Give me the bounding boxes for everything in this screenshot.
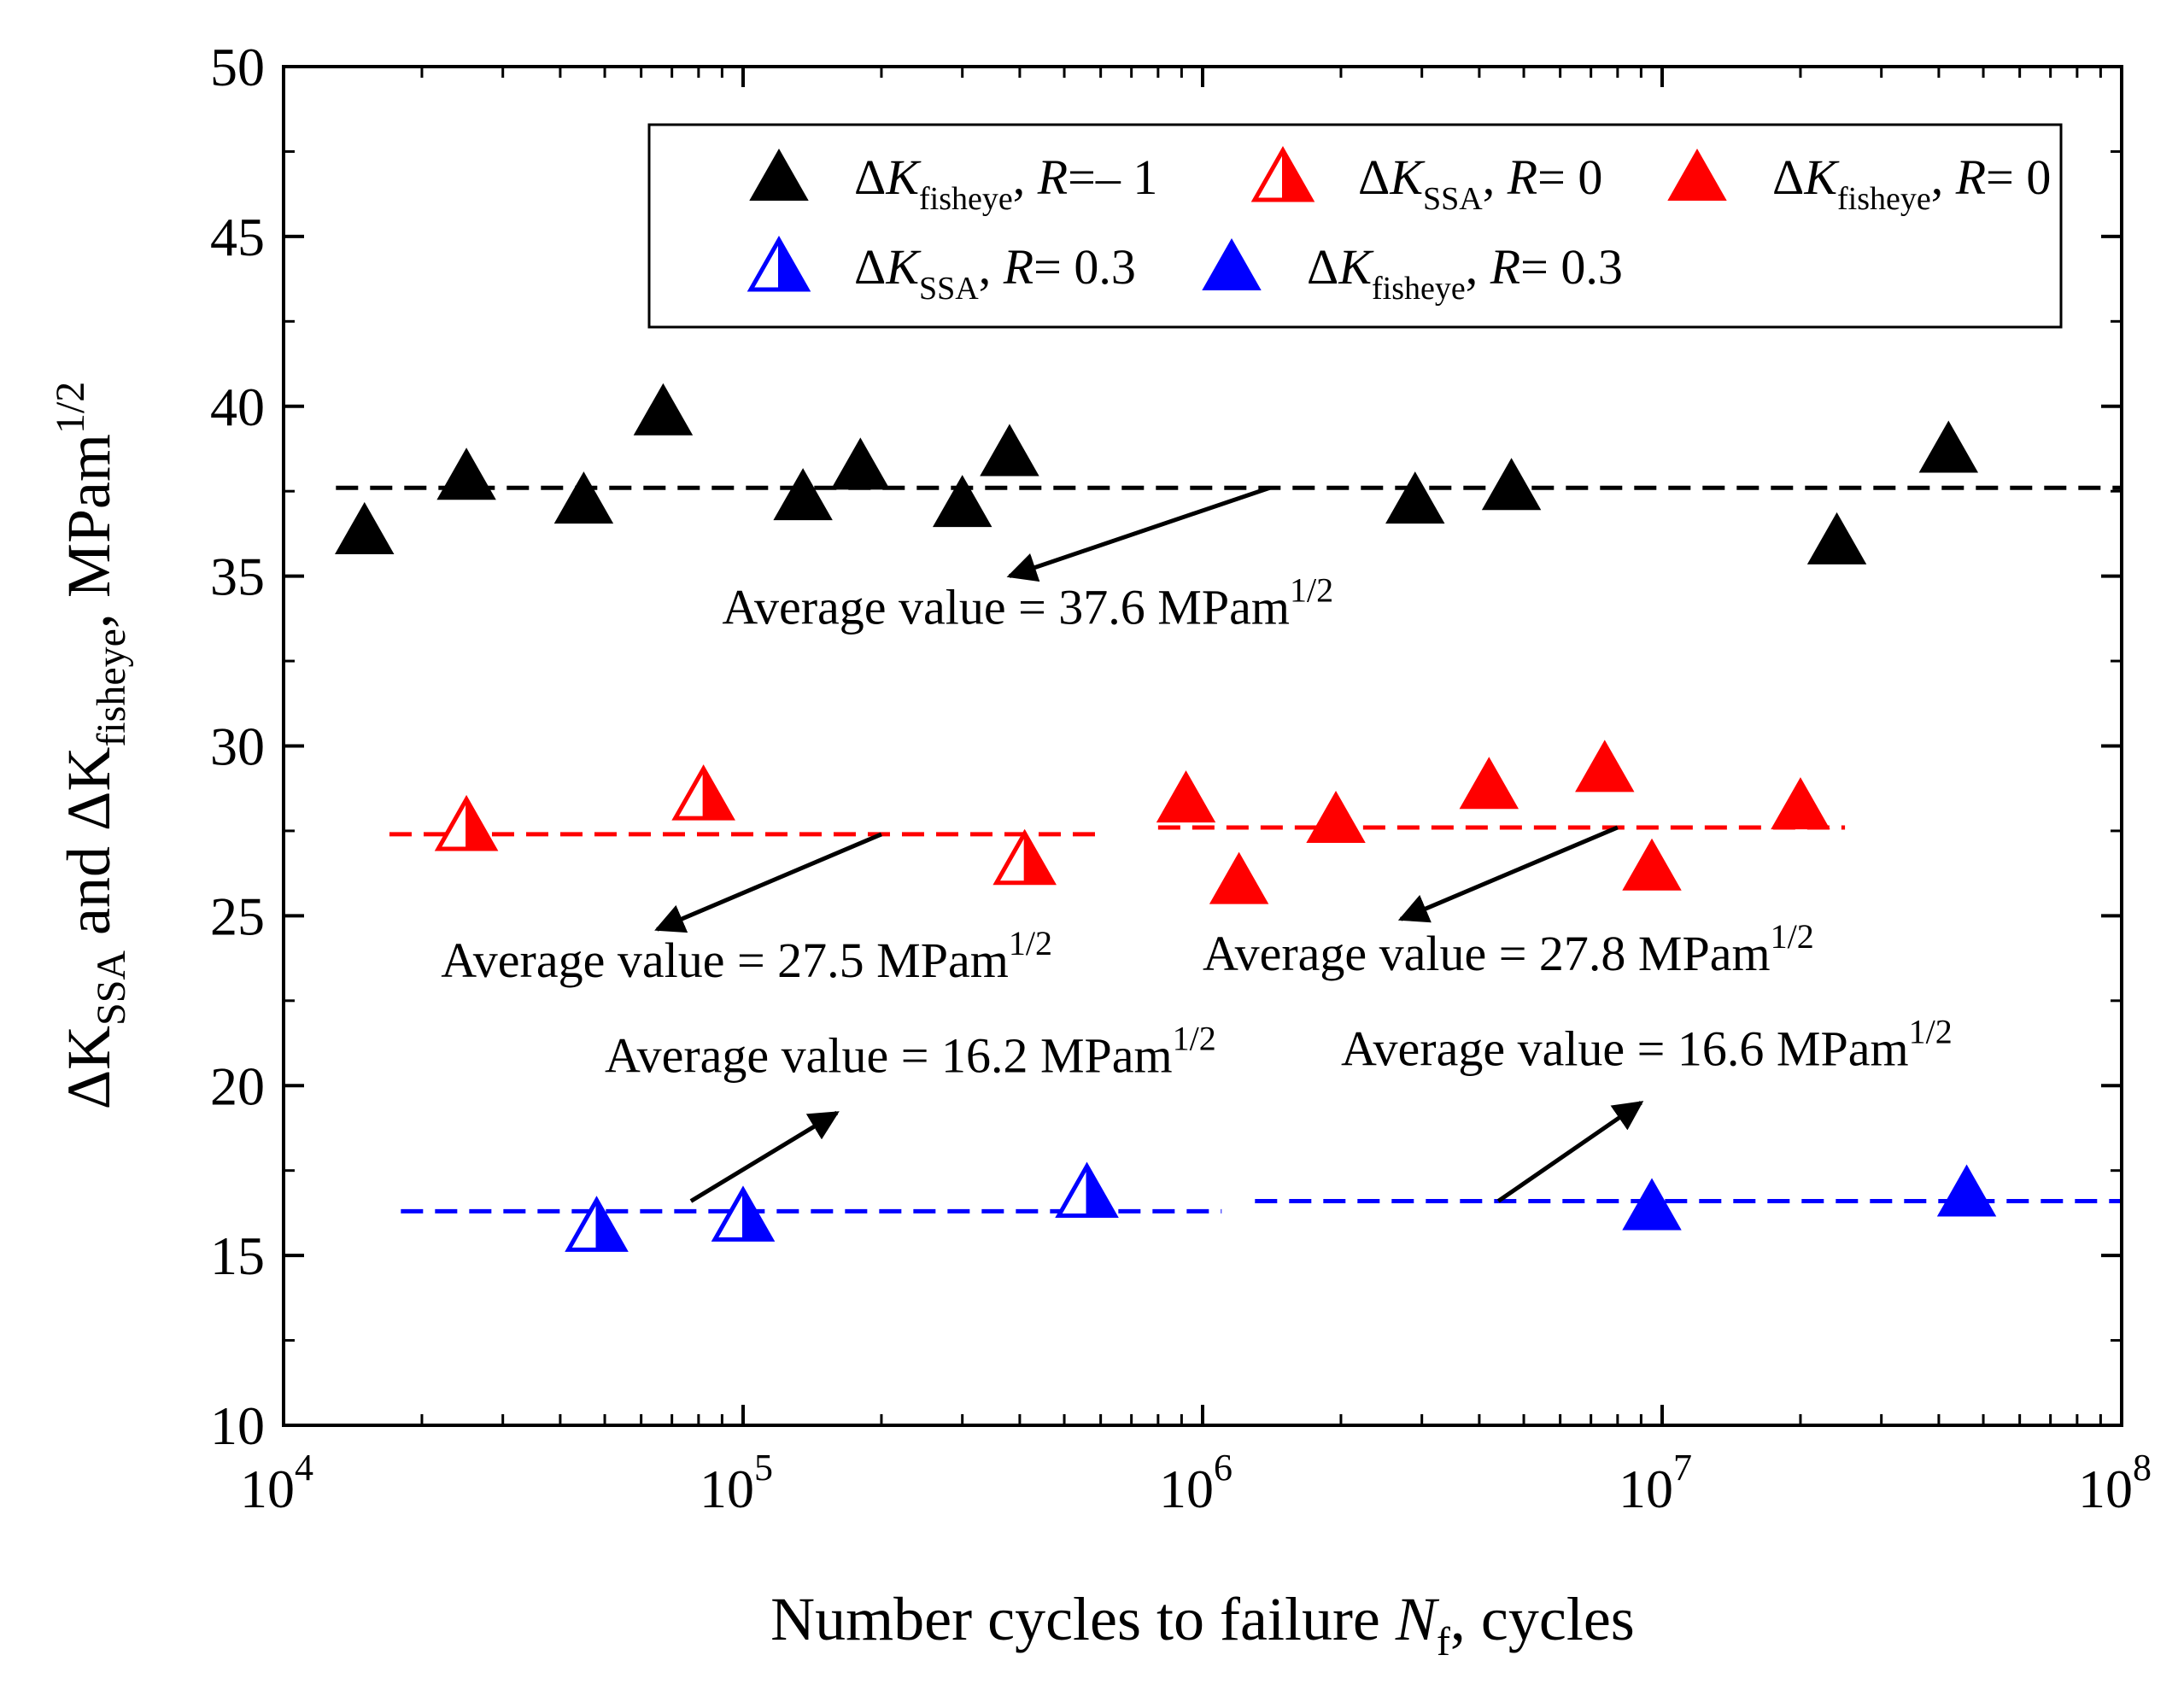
x-tick-label: 104 bbox=[240, 1447, 313, 1519]
data-point bbox=[830, 437, 891, 490]
data-point bbox=[335, 501, 395, 554]
annotation-arrow bbox=[1006, 485, 1271, 582]
annotation-arrow bbox=[689, 1110, 840, 1203]
legend-label: ΔKfisheye, R= 0.3 bbox=[1307, 239, 1623, 307]
data-point bbox=[1771, 777, 1830, 830]
average-value-annotation: Average value = 16.6 MPam1/2 bbox=[1341, 1012, 1953, 1076]
y-tick-label: 45 bbox=[210, 207, 265, 267]
data-point bbox=[434, 794, 499, 851]
data-point bbox=[992, 828, 1057, 886]
legend-label: ΔKfisheye, R=– 1 bbox=[854, 149, 1157, 217]
y-tick-label: 30 bbox=[210, 716, 265, 777]
y-tick-labels: 10 15 20 25 30 35 40 45 50 bbox=[210, 37, 265, 1456]
legend-entry: ΔKfisheye, R= 0.3 bbox=[1202, 237, 1623, 307]
data-point bbox=[1936, 1164, 1997, 1217]
data-point bbox=[671, 764, 735, 821]
y-tick-label: 50 bbox=[210, 37, 265, 97]
legend-entry: ΔKSSA, R= 0 bbox=[1250, 145, 1602, 217]
axis-ticks bbox=[282, 65, 2123, 1427]
x-axis-title: Number cycles to failure Nf, cycles bbox=[770, 1585, 1635, 1664]
data-point bbox=[1918, 420, 1979, 473]
data-point bbox=[1806, 512, 1867, 564]
y-axis-title: ΔKSSA and ΔKfisheye, MPam1/2 bbox=[48, 382, 134, 1110]
legend-marker bbox=[749, 148, 809, 201]
data-point bbox=[1306, 791, 1366, 844]
data-point bbox=[1055, 1161, 1119, 1219]
legend-label: ΔKfisheye, R= 0 bbox=[1772, 149, 2051, 217]
data-point bbox=[932, 475, 992, 528]
y-tick-label: 10 bbox=[210, 1395, 265, 1456]
data-markers bbox=[335, 383, 1997, 1252]
data-point bbox=[565, 1196, 629, 1252]
data-point bbox=[633, 383, 694, 436]
annotation-arrow bbox=[654, 832, 882, 933]
data-point bbox=[1575, 740, 1635, 792]
annotation-arrows bbox=[654, 485, 1644, 1203]
x-tick-label: 107 bbox=[1619, 1447, 1692, 1519]
legend-marker bbox=[1667, 148, 1727, 201]
data-point bbox=[1156, 770, 1216, 823]
annotation-arrow bbox=[1496, 1101, 1644, 1203]
data-point bbox=[1622, 1178, 1682, 1231]
x-tick-label: 108 bbox=[2078, 1447, 2152, 1519]
average-value-annotation: Average value = 27.8 MPam1/2 bbox=[1203, 917, 1814, 981]
data-point bbox=[711, 1185, 776, 1242]
y-tick-label: 25 bbox=[210, 886, 265, 946]
annotation-texts: Average value = 37.6 MPam1/2 Average valu… bbox=[441, 570, 1952, 1083]
data-point bbox=[553, 471, 614, 524]
data-point bbox=[1385, 471, 1445, 524]
average-value-annotation: Average value = 37.6 MPam1/2 bbox=[722, 570, 1333, 635]
data-point bbox=[980, 424, 1039, 477]
y-tick-label: 20 bbox=[210, 1056, 265, 1116]
average-value-annotation: Average value = 27.5 MPam1/2 bbox=[441, 924, 1052, 988]
data-point bbox=[773, 468, 833, 521]
y-tick-label: 40 bbox=[210, 377, 265, 437]
legend-marker bbox=[1202, 237, 1262, 290]
y-tick-label: 35 bbox=[210, 547, 265, 607]
data-point bbox=[1481, 458, 1542, 511]
x-tick-label: 106 bbox=[1159, 1447, 1233, 1519]
legend-marker bbox=[1250, 145, 1315, 202]
legend: ΔKfisheye, R=– 1 ΔKSSA, R= 0 ΔKfisheye, R=… bbox=[647, 123, 2063, 329]
data-point bbox=[1622, 838, 1682, 891]
data-point bbox=[1459, 757, 1519, 810]
legend-entry: ΔKfisheye, R= 0 bbox=[1667, 148, 2051, 217]
data-point bbox=[1209, 851, 1269, 904]
annotation-arrow bbox=[1397, 825, 1619, 923]
legend-label: ΔKSSA, R= 0 bbox=[1358, 149, 1602, 217]
legend-entry: ΔKfisheye, R=– 1 bbox=[749, 148, 1157, 217]
x-tick-labels: 104 105 106 107 108 bbox=[240, 1447, 2152, 1519]
legend-label: ΔKSSA, R= 0.3 bbox=[854, 239, 1136, 307]
data-point bbox=[436, 447, 496, 500]
x-tick-label: 105 bbox=[700, 1447, 773, 1519]
legend-marker bbox=[747, 235, 811, 292]
y-tick-label: 15 bbox=[210, 1225, 265, 1286]
legend-box bbox=[647, 123, 2063, 329]
legend-entry: ΔKSSA, R= 0.3 bbox=[747, 235, 1136, 307]
average-value-annotation: Average value = 16.2 MPam1/2 bbox=[605, 1019, 1216, 1083]
